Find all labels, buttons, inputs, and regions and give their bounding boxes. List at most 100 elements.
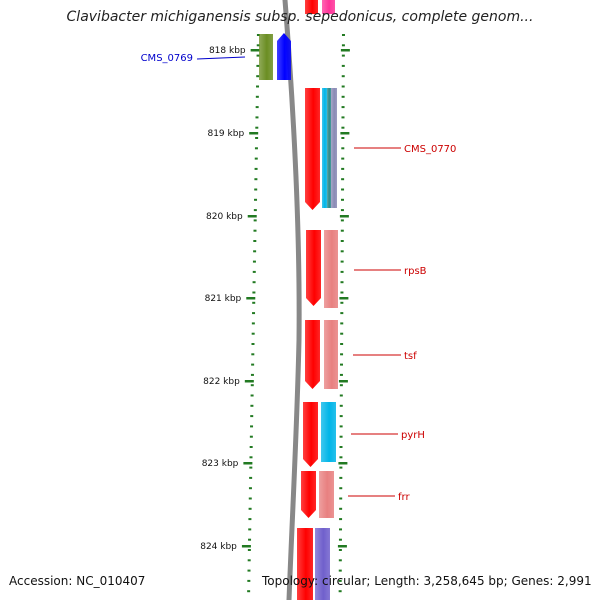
scale-dot (339, 425, 343, 428)
scale-dot (253, 219, 257, 222)
scale-dot (340, 353, 344, 356)
cds-feature[interactable] (277, 33, 291, 80)
scale-dot (339, 384, 343, 387)
scale-tick-label: 822 kbp (203, 377, 240, 387)
cds-feature[interactable] (259, 34, 273, 80)
cds-feature[interactable] (324, 320, 338, 389)
scale-dot (338, 579, 342, 582)
scale-dot (252, 312, 256, 315)
scale-dot (341, 54, 345, 57)
cds-feature[interactable] (324, 230, 338, 308)
scale-dot (340, 281, 344, 284)
scale-dot (340, 301, 344, 304)
scale-dot (340, 291, 344, 294)
scale-dot (339, 476, 343, 479)
scale-dot (341, 95, 345, 98)
scale-dot (341, 137, 345, 139)
scale-tick (338, 462, 348, 465)
scale-dot (254, 147, 258, 150)
scale-dot (339, 363, 343, 366)
scale-tick (250, 49, 260, 52)
scale-dot (341, 85, 345, 88)
scale-tick-label: 823 kbp (202, 459, 239, 469)
scale-dot (250, 425, 254, 428)
cds-feature[interactable] (306, 230, 321, 306)
scale-dot (340, 312, 344, 315)
scale-dot (341, 34, 345, 36)
scale-dot (255, 137, 259, 139)
gene-label-tsf[interactable]: tsf (404, 351, 417, 362)
scale-dot (341, 44, 345, 47)
scale-dot (251, 322, 255, 325)
scale-dot (340, 343, 344, 345)
scale-dot (252, 260, 256, 263)
gene-label-cms-0769[interactable]: CMS_0769 (141, 53, 193, 64)
scale-tick (243, 462, 253, 465)
scale-dot (339, 456, 343, 459)
scale-dot (248, 507, 252, 510)
cds-feature[interactable] (322, 88, 327, 208)
cds-feature[interactable] (315, 528, 330, 600)
cds-feature[interactable] (305, 0, 318, 14)
scale-dot (339, 435, 343, 438)
scale-dot (253, 229, 257, 232)
gene-label-pyrh[interactable]: pyrH (401, 430, 425, 441)
scale-tick-label: 820 kbp (206, 212, 243, 222)
cds-feature[interactable] (301, 471, 316, 518)
cds-feature[interactable] (305, 88, 320, 210)
scale-dot (341, 178, 345, 181)
scale-dot (256, 85, 260, 88)
cds-feature[interactable] (327, 88, 331, 208)
scale-tick (244, 380, 254, 383)
scale-dot (249, 476, 253, 479)
gene-label-cms-0770[interactable]: CMS_0770 (404, 144, 456, 155)
cds-feature[interactable] (322, 0, 335, 14)
scale-dot (339, 466, 343, 469)
cds-feature[interactable] (297, 528, 313, 600)
scale-dot (340, 198, 344, 201)
scale-dot (338, 559, 342, 562)
scale-tick (340, 132, 350, 135)
scale-dot (247, 579, 251, 582)
scale-dot (341, 167, 345, 170)
gene-label-frr[interactable]: frr (398, 492, 410, 503)
cds-feature[interactable] (303, 402, 318, 467)
scale-dot (250, 404, 254, 407)
scale-dot (340, 229, 344, 232)
scale-tick-label: 819 kbp (207, 129, 244, 139)
scale-dot (249, 435, 253, 438)
scale-dot (340, 209, 344, 212)
scale-dot (248, 497, 252, 500)
scale-dot (341, 157, 345, 160)
scale-dot (248, 487, 252, 490)
scale-dot (255, 95, 259, 98)
cds-feature[interactable] (305, 320, 320, 389)
scale-dot (254, 188, 258, 191)
scale-dot (339, 487, 343, 490)
scale-dot (250, 373, 254, 376)
scale-dot (250, 394, 254, 397)
scale-dot (255, 116, 259, 119)
cds-feature[interactable] (321, 402, 336, 462)
feature-track (259, 0, 338, 600)
scale-dot (341, 188, 345, 191)
accession-text: Accession: NC_010407 (9, 574, 146, 588)
scale-tick (337, 545, 347, 548)
scale-dot (255, 126, 259, 129)
scale-dot (253, 209, 257, 212)
scale-tick (247, 215, 257, 218)
scale-dot (339, 373, 343, 376)
scale-dot (256, 75, 260, 78)
scale-tick (340, 49, 350, 52)
cds-feature[interactable] (319, 471, 334, 518)
cds-feature[interactable] (331, 88, 337, 208)
genome-backbone (282, 0, 302, 600)
gene-label-rpsb[interactable]: rpsB (404, 266, 427, 277)
scale-dot (340, 250, 344, 253)
scale-dot (248, 528, 252, 531)
scale-ruler: 818 kbp 819 kbp 820 kbp 821 kbp 822 kbp 823 k… (200, 34, 350, 593)
scale-dot (341, 64, 345, 67)
scale-dot (253, 250, 257, 253)
scale-dot (255, 106, 259, 109)
